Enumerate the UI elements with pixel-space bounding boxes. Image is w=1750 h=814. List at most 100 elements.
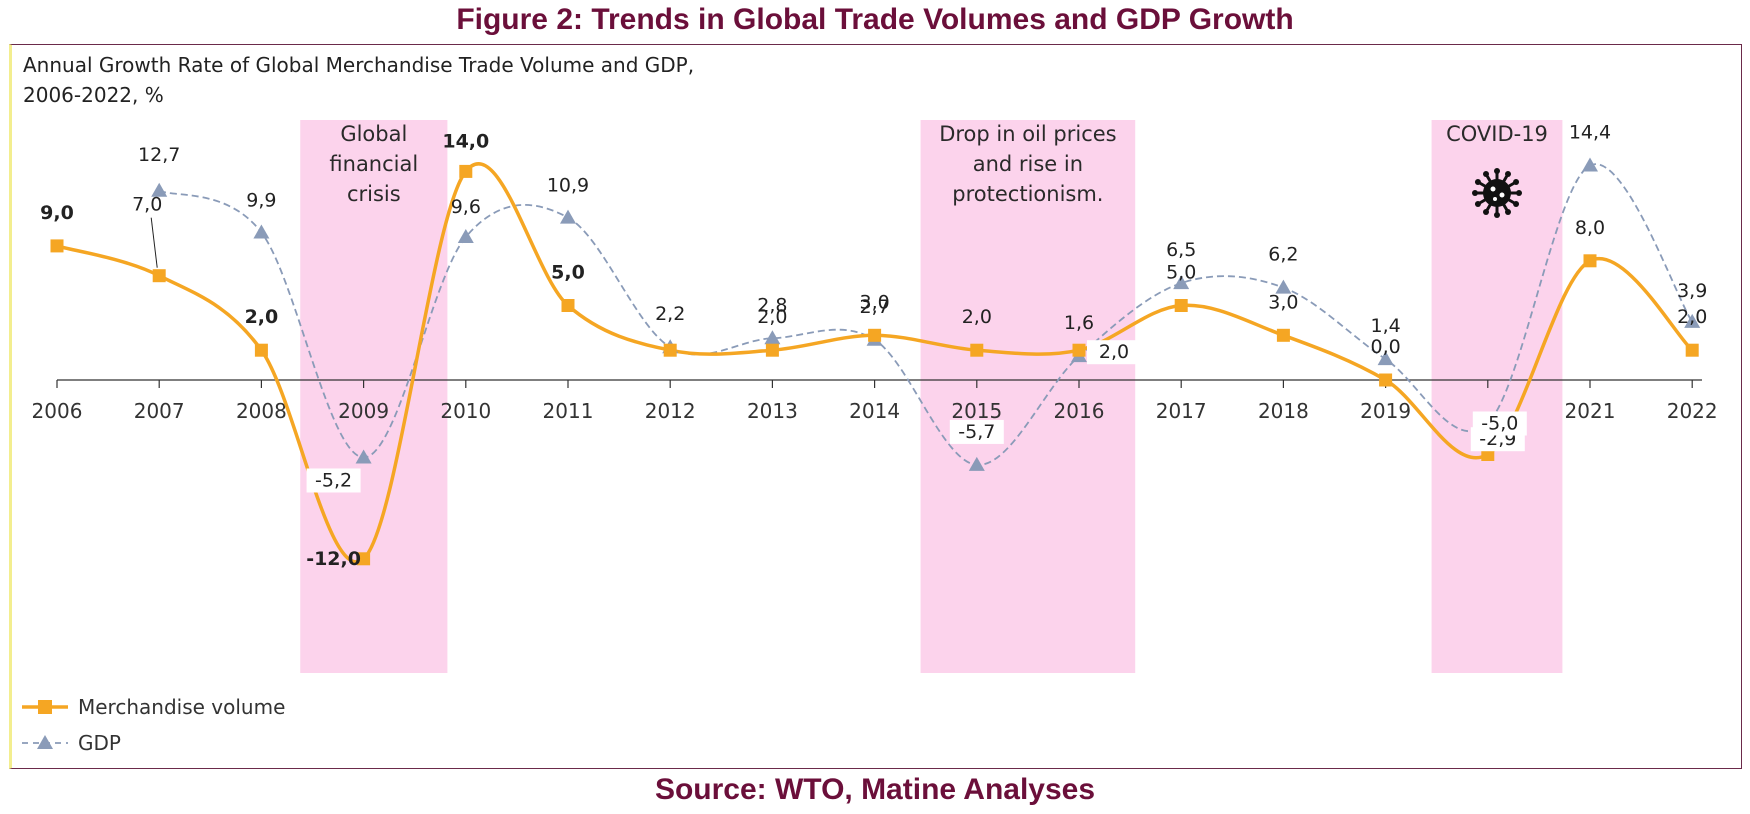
merchandise-point bbox=[868, 328, 882, 342]
x-tick-label: 2006 bbox=[32, 399, 83, 423]
shaded-region-label: and rise in bbox=[973, 152, 1083, 176]
gdp-data-label: 1,6 bbox=[1064, 312, 1094, 334]
gdp-data-label: 6,5 bbox=[1166, 239, 1196, 261]
x-tick-label: 2008 bbox=[236, 399, 287, 423]
merchandise-data-label: 2,0 bbox=[757, 306, 787, 328]
x-tick-label: 2014 bbox=[849, 399, 900, 423]
shaded-region-label: Global bbox=[340, 122, 407, 146]
legend-merchandise-marker bbox=[38, 700, 52, 714]
merchandise-data-label: 2,0 bbox=[1099, 341, 1129, 363]
merchandise-point bbox=[459, 164, 473, 178]
label-box bbox=[1087, 340, 1141, 365]
x-tick-label: 2018 bbox=[1258, 399, 1309, 423]
x-tick-label: 2017 bbox=[1156, 399, 1207, 423]
merchandise-data-label: 5,0 bbox=[1166, 262, 1196, 284]
gdp-data-label: 2,2 bbox=[655, 303, 685, 325]
gdp-point bbox=[253, 224, 270, 239]
x-tick-label: 2013 bbox=[747, 399, 798, 423]
merchandise-point bbox=[970, 343, 984, 357]
gdp-data-label: 9,9 bbox=[246, 189, 276, 211]
x-tick-label: 2016 bbox=[1054, 399, 1105, 423]
merchandise-point bbox=[1174, 299, 1188, 312]
merchandise-point bbox=[765, 343, 779, 357]
gdp-point bbox=[355, 449, 372, 464]
merchandise-point bbox=[152, 269, 166, 283]
merchandise-point bbox=[1583, 254, 1597, 268]
merchandise-data-label: 3,0 bbox=[1268, 291, 1298, 313]
gdp-point bbox=[1377, 351, 1394, 366]
merchandise-point bbox=[1072, 343, 1086, 357]
series-markers bbox=[50, 157, 1701, 566]
gdp-data-label: -5,7 bbox=[958, 421, 995, 443]
merchandise-data-label: 2,0 bbox=[245, 306, 279, 328]
data-labels: 12,7 9,9 -5,2 9,6 10,9 2,2 2,8 2,7 -5,7 1,6 6,5 6,2… bbox=[40, 121, 1707, 569]
gdp-point bbox=[1173, 275, 1190, 290]
merchandise-point bbox=[663, 343, 677, 357]
merchandise-point bbox=[1685, 343, 1699, 357]
label-box bbox=[306, 468, 361, 493]
shaded-region-label: COVID-19 bbox=[1446, 122, 1548, 146]
gdp-data-label: 1,4 bbox=[1370, 315, 1400, 337]
shaded-region-label: protectionism. bbox=[952, 182, 1103, 206]
gdp-data-label: 2,8 bbox=[757, 294, 787, 316]
gdp-data-label: 2,7 bbox=[859, 296, 889, 318]
merchandise-point bbox=[1276, 328, 1290, 342]
label-box bbox=[949, 419, 1004, 444]
merchandise-data-label: 7,0 bbox=[132, 194, 162, 216]
gdp-data-label: -5,2 bbox=[315, 469, 352, 491]
merchandise-point bbox=[561, 299, 575, 312]
chart-title: Annual Growth Rate of Global Merchandise… bbox=[23, 53, 694, 77]
gdp-data-label: 12,7 bbox=[138, 144, 180, 166]
gdp-point bbox=[560, 209, 576, 224]
label-box bbox=[1472, 411, 1527, 436]
shaded-region-label: financial bbox=[329, 152, 418, 176]
merchandise-point bbox=[1379, 373, 1393, 387]
gdp-data-label: 9,6 bbox=[451, 196, 481, 218]
x-tick-label: 2010 bbox=[440, 399, 491, 423]
legend: Merchandise volume GDP bbox=[22, 695, 285, 755]
merchandise-point bbox=[357, 552, 371, 566]
gdp-point bbox=[1582, 157, 1598, 172]
merchandise-point bbox=[254, 343, 268, 357]
gdp-point bbox=[968, 456, 985, 471]
shaded-region-label: crisis bbox=[347, 182, 401, 206]
x-tick-label: 2022 bbox=[1667, 399, 1718, 423]
x-axis: 2006 2007 2008 2009 2010 2011 2012 2013 2014 2015… bbox=[32, 379, 1718, 423]
legend-merchandise-label: Merchandise volume bbox=[78, 695, 285, 719]
merchandise-point bbox=[1481, 448, 1495, 461]
merchandise-data-label: 2,0 bbox=[962, 306, 992, 328]
merchandise-data-label: -12,0 bbox=[306, 548, 361, 570]
legend-gdp-label: GDP bbox=[78, 731, 121, 755]
source-note: Source: WTO, Matine Analyses bbox=[654, 773, 1096, 806]
x-tick-label: 2012 bbox=[645, 399, 696, 423]
merchandise-data-label: 14,0 bbox=[442, 130, 489, 152]
x-tick-label: 2019 bbox=[1360, 399, 1411, 423]
merchandise-data-label: 8,0 bbox=[1575, 217, 1605, 239]
x-tick-label: 2007 bbox=[134, 399, 185, 423]
shaded-regions: Global financial crisis Drop in oil prices a… bbox=[300, 120, 1563, 673]
merchandise-point bbox=[50, 239, 64, 253]
gdp-point bbox=[1684, 313, 1701, 328]
merchandise-data-label: 0,0 bbox=[1370, 336, 1400, 358]
merchandise-data-label: -5,0 bbox=[1481, 413, 1518, 435]
virus-icon bbox=[1471, 168, 1522, 218]
merchandise-data-label: 2,0 bbox=[1677, 306, 1707, 328]
merchandise-data-label: 5,0 bbox=[551, 262, 585, 284]
gdp-data-label: 3,9 bbox=[1677, 280, 1707, 302]
merchandise-line bbox=[56, 162, 1694, 564]
shaded-region bbox=[920, 120, 1136, 673]
gdp-point bbox=[764, 330, 781, 345]
x-tick-label: 2011 bbox=[543, 399, 594, 423]
gdp-point bbox=[457, 228, 474, 243]
gdp-data-label: 6,2 bbox=[1268, 244, 1298, 266]
merchandise-data-label: 9,0 bbox=[40, 202, 74, 224]
figure-title: Figure 2: Trends in Global Trade Volumes… bbox=[456, 3, 1294, 36]
gdp-point bbox=[151, 182, 168, 197]
x-tick-label: 2015 bbox=[951, 399, 1002, 423]
chart-frame bbox=[9, 44, 1742, 769]
merchandise-data-label: 3,0 bbox=[859, 291, 889, 313]
chart-subtitle: 2006-2022, % bbox=[23, 83, 164, 107]
leader-line bbox=[150, 217, 158, 268]
gdp-point bbox=[1275, 279, 1292, 294]
